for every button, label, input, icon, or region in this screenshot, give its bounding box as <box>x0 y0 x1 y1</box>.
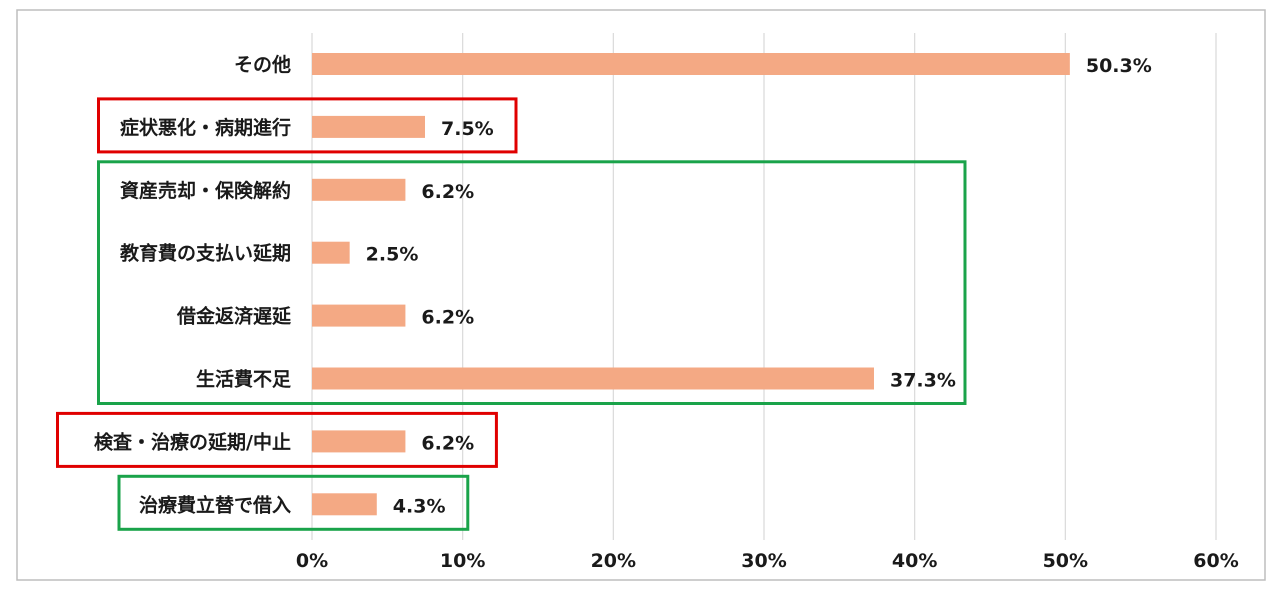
x-tick-label-40: 40% <box>892 550 937 572</box>
value-label-1: 7.5% <box>441 118 494 140</box>
value-labels: 50.3% 7.5% 6.2% 2.5% 6.2% 37.3% 6.2% 4.3% <box>366 55 1152 517</box>
x-tick-label-60: 60% <box>1193 550 1238 572</box>
value-label-7: 4.3% <box>393 495 446 517</box>
bar-1 <box>312 115 425 138</box>
category-label-1: 症状悪化・病期進行 <box>120 116 291 139</box>
category-label-3: 教育費の支払い延期 <box>120 242 291 265</box>
value-label-0: 50.3% <box>1086 55 1152 77</box>
value-label-4: 6.2% <box>421 307 474 329</box>
highlight-box-1 <box>97 160 967 405</box>
value-label-2: 6.2% <box>421 181 474 203</box>
category-label-6: 検査・治療の延期/中止 <box>94 430 291 453</box>
x-tick-label-30: 30% <box>741 550 786 572</box>
category-label-0: その他 <box>234 53 291 76</box>
highlight-box-2 <box>56 411 498 468</box>
bar-3 <box>312 241 350 264</box>
value-label-5: 37.3% <box>890 370 956 392</box>
category-label-4: 借金返済遅延 <box>176 305 292 328</box>
category-label-5: 生活費不足 <box>196 368 292 391</box>
category-label-2: 資産売却・保険解約 <box>120 179 291 202</box>
bar-5 <box>312 367 874 390</box>
x-tick-label-50: 50% <box>1043 550 1088 572</box>
bars <box>312 53 1070 516</box>
bar-0 <box>312 53 1070 75</box>
highlight-box-3 <box>117 474 470 531</box>
plot-frame <box>16 9 1266 581</box>
x-tick-label-20: 20% <box>591 550 636 572</box>
bar-6 <box>312 430 406 453</box>
x-tick-label-0: 0% <box>296 550 328 572</box>
category-label-7: 治療費立替で借入 <box>139 493 291 516</box>
value-label-3: 2.5% <box>366 244 419 266</box>
x-axis-ticks: 0% 10% 20% 30% 40% 50% 60% <box>296 550 1239 572</box>
bar-2 <box>312 178 406 201</box>
bar-4 <box>312 304 406 327</box>
category-labels: その他症状悪化・病期進行資産売却・保険解約教育費の支払い延期借金返済遅延生活費不… <box>94 53 292 516</box>
highlight-boxes <box>56 97 967 531</box>
value-label-6: 6.2% <box>421 432 474 454</box>
highlight-box-0 <box>97 97 518 154</box>
bar-7 <box>312 493 377 516</box>
x-tick-label-10: 10% <box>440 550 485 572</box>
